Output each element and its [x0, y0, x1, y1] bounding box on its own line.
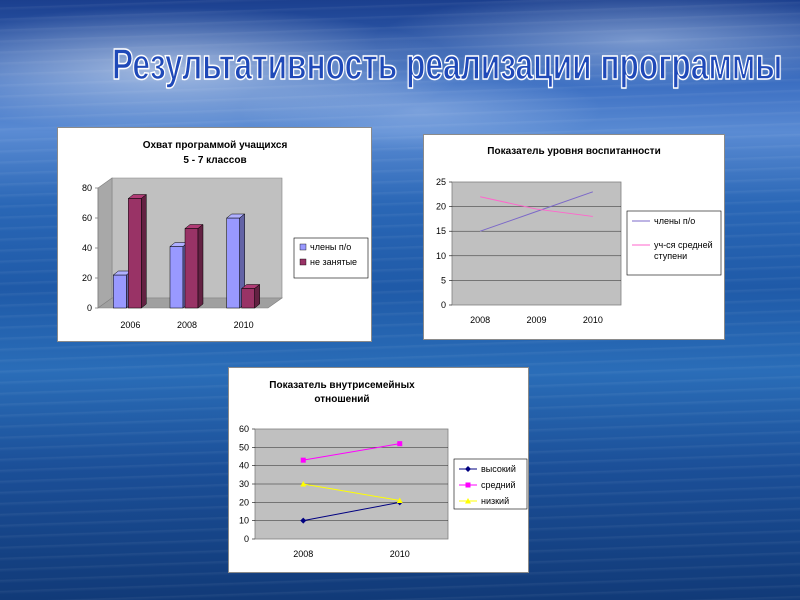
- page-title: Результативность реализации программы: [111, 39, 783, 90]
- y-tick-label: 60: [239, 424, 249, 434]
- plot-side-wall: [97, 177, 113, 309]
- chart-panel-coverage: Охват программой учащихся 5 - 7 классов 0 2…: [57, 127, 372, 342]
- y-tick-label: 40: [239, 461, 249, 471]
- bar-side: [254, 283, 260, 309]
- y-tick-label: 10: [436, 251, 446, 261]
- point-diamond: [300, 517, 307, 524]
- legend-label: уч-ся средней: [654, 240, 713, 250]
- x-tick-label: 2010: [583, 315, 603, 325]
- point-triangle: [300, 481, 307, 487]
- legend-label: низкий: [481, 496, 509, 506]
- bar-chart-coverage: Охват программой учащихся 5 - 7 классов 0 2…: [82, 140, 369, 330]
- y-tick-label: 80: [82, 183, 92, 193]
- y-tick-label: 25: [436, 177, 446, 187]
- point-square: [397, 441, 403, 447]
- line-chart-upbringing: Показатель уровня воспитанности 0 5 10 15 20 2…: [436, 146, 722, 325]
- series-line-1: [303, 443, 400, 461]
- y-tick-label: 20: [82, 273, 92, 283]
- legend-label: ступени: [654, 251, 687, 261]
- series-line-1: [480, 196, 593, 217]
- legend-marker: [465, 482, 471, 488]
- bar-members-2010: [225, 213, 246, 309]
- y-tick-label: 0: [87, 303, 92, 313]
- legend: высокий средний низкий: [453, 458, 528, 510]
- x-tick-label: 2009: [526, 315, 546, 325]
- chart-panel-upbringing: Показатель уровня воспитанности 0 5 10 15 20 2…: [423, 134, 725, 340]
- legend-swatch: [299, 243, 307, 251]
- legend-label: не занятые: [310, 257, 357, 267]
- y-tick-label: 20: [239, 497, 249, 507]
- legend-label: члены п/о: [654, 216, 695, 226]
- chart-panel-family: Показатель внутрисемейных отношений 0 10 20 3…: [228, 367, 529, 573]
- bar-front: [169, 246, 184, 309]
- y-tick-label: 50: [239, 442, 249, 452]
- bar-side: [197, 223, 204, 309]
- y-tick-label: 60: [82, 213, 92, 223]
- bar-front: [226, 217, 240, 309]
- y-tick-label: 0: [244, 534, 249, 544]
- x-tick-label: 2010: [234, 320, 254, 330]
- x-tick-label: 2008: [470, 315, 490, 325]
- legend-marker: [465, 466, 471, 472]
- x-tick-label: 2010: [390, 549, 410, 559]
- legend: члены п/о не занятые: [293, 237, 369, 279]
- legend-swatch: [299, 258, 307, 266]
- chart-title: Показатель уровня воспитанности: [487, 146, 660, 157]
- series-line-0: [480, 191, 593, 232]
- y-tick-label: 0: [441, 300, 446, 310]
- bar-not-occupied-2006: [127, 193, 148, 309]
- line-chart-family: Показатель внутрисемейных отношений 0 10 20 3…: [239, 380, 528, 559]
- bar-front: [128, 198, 142, 309]
- x-tick-label: 2008: [177, 320, 197, 330]
- legend-marker: [465, 498, 471, 504]
- point-square: [300, 457, 306, 463]
- legend-box: [626, 210, 722, 276]
- series-line-2: [303, 483, 400, 501]
- point-triangle: [396, 497, 403, 503]
- series-line-0: [303, 501, 400, 522]
- y-tick-label: 5: [441, 275, 446, 285]
- bar-front: [184, 228, 199, 309]
- legend-label: средний: [481, 480, 516, 490]
- bar-front: [241, 288, 255, 309]
- legend-label: члены п/о: [310, 242, 351, 252]
- bar-not-occupied-2010: [240, 283, 261, 309]
- y-tick-label: 20: [436, 202, 446, 212]
- chart-title: Охват программой учащихся: [143, 140, 288, 151]
- y-tick-label: 15: [436, 226, 446, 236]
- x-tick-label: 2008: [293, 549, 313, 559]
- y-tick-label: 10: [239, 516, 249, 526]
- bar-front: [113, 274, 127, 309]
- chart-title: Показатель внутрисемейных: [269, 380, 415, 391]
- y-tick-label: 40: [82, 243, 92, 253]
- legend-label: высокий: [481, 464, 516, 474]
- bar-not-occupied-2008: [184, 223, 204, 309]
- legend-box: [293, 237, 369, 279]
- chart-title: 5 - 7 классов: [183, 155, 246, 166]
- plot-area: [451, 181, 622, 306]
- bar-side: [141, 193, 147, 309]
- x-tick-label: 2006: [120, 320, 140, 330]
- chart-title: отношений: [314, 394, 369, 405]
- y-tick-label: 30: [239, 479, 249, 489]
